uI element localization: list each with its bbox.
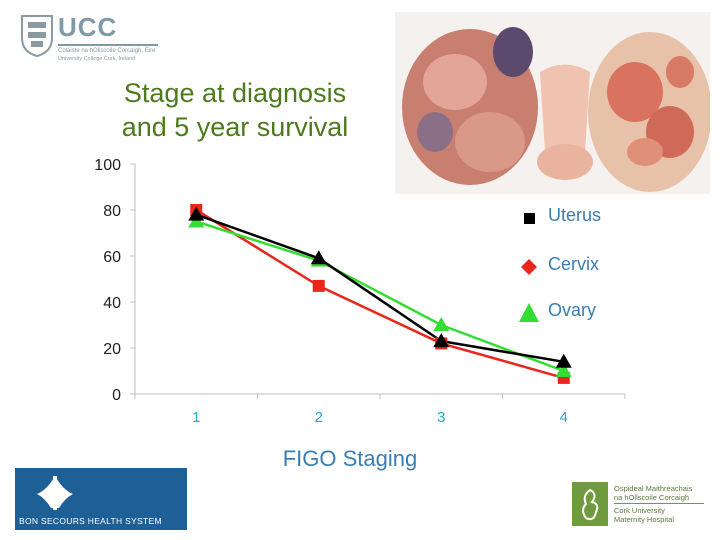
legend-diamond-icon	[521, 259, 537, 275]
x-axis-label: FIGO Staging	[282, 446, 418, 471]
legend-label-ovary: Ovary	[548, 300, 597, 320]
data-point-uterus	[433, 333, 450, 348]
cork-maternity-divider	[614, 503, 704, 504]
legend-square-icon	[524, 213, 535, 224]
cork-maternity-english-line2: Maternity Hospital	[614, 515, 675, 524]
ucc-irish-name: Coláiste na hOllscoile Corcaigh, Éire	[58, 48, 156, 54]
cork-maternity-irish-line2: na hOllscoile Corcaigh	[614, 493, 690, 502]
y-tick-label: 80	[103, 203, 121, 220]
y-tick-label: 0	[112, 387, 121, 404]
series-line-ovary	[195, 220, 565, 373]
data-point-ovary	[433, 317, 450, 331]
y-tick-label: 40	[103, 295, 121, 312]
data-point-uterus	[188, 206, 205, 221]
bon-secours-name: BON SECOURS HEALTH SYSTEM	[19, 516, 162, 526]
slide-title: Stage at diagnosis and 5 year survival	[90, 76, 380, 144]
slide-title-line2: and 5 year survival	[121, 112, 349, 142]
specimen-photo	[395, 12, 710, 194]
survival-line-chart: 0 20 40 60 80 100 1 2 3 4	[94, 157, 626, 426]
ucc-divider	[58, 44, 158, 46]
x-axis: 1 2 3 4	[134, 393, 626, 426]
x-tick-label: 3	[437, 409, 445, 426]
y-tick-label: 20	[103, 341, 121, 358]
series-line-uterus	[195, 213, 564, 364]
cork-maternity-emblem-icon	[572, 482, 608, 526]
x-tick-label: 2	[315, 409, 323, 426]
legend-label-uterus: Uterus	[548, 205, 602, 225]
y-tick-label: 100	[94, 157, 121, 174]
x-tick-label: 1	[192, 409, 200, 426]
bon-secours-logo: BON SECOURS HEALTH SYSTEM	[15, 468, 187, 530]
y-axis: 0 20 40 60 80 100	[94, 157, 136, 404]
legend-triangle-icon	[519, 303, 539, 322]
data-point-uterus	[555, 353, 572, 368]
data-point-ovary	[555, 363, 572, 377]
series-line-cervix	[195, 208, 565, 380]
cork-maternity-irish-line1: Ospideal Maithreachais	[614, 484, 693, 493]
ucc-logo: UCC Coláiste na hOllscoile Corcaigh, Éir…	[18, 12, 158, 64]
ucc-wordmark: UCC	[58, 12, 118, 42]
data-point-cervix	[312, 279, 325, 292]
bon-secours-emblem-icon	[37, 476, 73, 510]
y-tick-label: 60	[103, 249, 121, 266]
series-layer	[188, 204, 572, 384]
cork-maternity-english-line1: Cork University	[614, 506, 665, 515]
x-tick-label: 4	[560, 409, 568, 426]
cork-maternity-logo: Ospideal Maithreachais na hOllscoile Cor…	[572, 482, 704, 526]
slide-title-line1: Stage at diagnosis	[123, 78, 347, 108]
data-point-uterus	[310, 250, 327, 265]
legend-label-cervix: Cervix	[548, 254, 600, 274]
ucc-english-name: University College Cork, Ireland	[58, 56, 136, 62]
ucc-crest-icon	[21, 15, 53, 58]
